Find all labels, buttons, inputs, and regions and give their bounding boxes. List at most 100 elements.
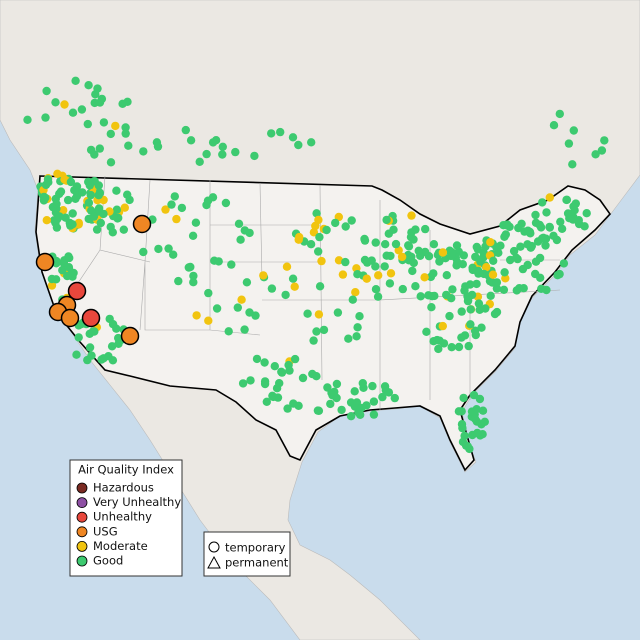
- monitor-marker: [282, 262, 292, 271]
- monitor-marker: [538, 198, 547, 207]
- monitor-marker: [355, 312, 364, 321]
- monitor-marker: [408, 266, 417, 276]
- monitor-marker: [362, 274, 371, 283]
- monitor-marker: [515, 284, 524, 293]
- monitor-marker: [438, 321, 447, 331]
- monitor-marker: [380, 262, 389, 271]
- monitor-marker: [191, 218, 201, 227]
- monitor-marker: [600, 136, 609, 145]
- monitor-marker: [545, 222, 554, 232]
- monitor-marker: [429, 269, 438, 278]
- monitor-marker: [485, 276, 495, 286]
- monitor-marker: [317, 256, 326, 266]
- monitor-marker: [85, 343, 95, 352]
- monitor-marker: [427, 303, 436, 312]
- monitor-marker: [346, 412, 356, 421]
- monitor-marker: [463, 442, 472, 451]
- monitor-marker: [549, 121, 559, 130]
- monitor-marker: [214, 257, 223, 266]
- monitor-marker: [333, 308, 343, 317]
- monitor-marker: [52, 223, 62, 232]
- monitor-marker: [106, 158, 116, 167]
- monitor-marker: [332, 393, 341, 403]
- monitor-marker: [319, 325, 329, 335]
- monitor-marker: [553, 271, 562, 280]
- monitor-marker: [407, 211, 416, 220]
- monitor-marker: [212, 304, 222, 313]
- monitor-marker: [471, 252, 480, 262]
- monitor-marker: [58, 266, 67, 275]
- monitor-marker: [112, 205, 122, 214]
- monitor-marker: [237, 295, 246, 304]
- monitor-marker: [41, 113, 50, 122]
- monitor-marker: [382, 215, 391, 225]
- legend-label: Good: [93, 554, 123, 568]
- monitor-marker: [112, 324, 121, 333]
- monitor-marker: [397, 252, 407, 262]
- monitor-marker: [597, 146, 607, 155]
- monitor-marker: [99, 354, 108, 363]
- temporary-icon: [208, 541, 220, 553]
- monitor-marker: [120, 203, 129, 212]
- monitor-marker: [306, 240, 316, 249]
- monitor-marker: [132, 214, 152, 234]
- monitor-marker: [478, 406, 488, 415]
- monitor-marker: [474, 299, 484, 308]
- monitor-marker: [541, 241, 550, 250]
- legend-label: Hazardous: [93, 481, 154, 495]
- monitor-marker: [294, 235, 303, 244]
- monitor-marker: [262, 397, 271, 406]
- monitor-marker: [356, 410, 365, 419]
- monitor-marker: [536, 273, 545, 282]
- monitor-marker: [435, 336, 444, 345]
- monitor-marker: [380, 382, 390, 391]
- monitor-marker: [409, 235, 418, 244]
- monitor-marker: [119, 225, 128, 234]
- monitor-marker: [221, 198, 231, 208]
- monitor-marker: [245, 228, 254, 238]
- legend-label: USG: [93, 524, 118, 538]
- monitor-marker: [231, 147, 240, 157]
- legend-label: Very Unhealthy: [93, 495, 181, 509]
- monitor-marker: [92, 225, 102, 234]
- monitor-marker: [434, 344, 443, 354]
- monitor-marker: [523, 240, 532, 249]
- monitor-marker: [539, 233, 548, 242]
- markers: [23, 76, 609, 454]
- monitor-marker: [288, 133, 298, 142]
- legend-label: Unhealthy: [93, 510, 152, 524]
- monitor-marker: [322, 225, 331, 235]
- monitor-marker: [459, 393, 468, 403]
- monitor-marker: [315, 232, 324, 242]
- monitor-marker: [531, 210, 540, 220]
- monitor-marker: [346, 398, 356, 407]
- monitor-marker: [531, 257, 541, 266]
- monitor-marker: [549, 231, 558, 240]
- monitor-marker: [252, 354, 262, 364]
- monitor-marker: [90, 150, 99, 159]
- monitor-marker: [314, 406, 324, 415]
- monitor-marker: [107, 342, 117, 351]
- monitor-marker: [227, 260, 236, 269]
- legend-swatch: [76, 511, 88, 523]
- monitor-marker: [106, 129, 116, 139]
- monitor-marker: [112, 186, 121, 195]
- monitor-marker: [314, 247, 323, 256]
- monitor-marker: [298, 373, 308, 383]
- monitor-marker: [204, 316, 213, 325]
- monitor-marker: [509, 246, 519, 256]
- monitor-marker: [420, 273, 429, 282]
- monitor-marker: [42, 216, 51, 225]
- monitor-marker: [74, 333, 83, 342]
- monitor-marker: [471, 330, 480, 340]
- monitor-marker: [457, 307, 466, 316]
- monitor-marker: [55, 189, 64, 199]
- monitor-marker: [362, 401, 371, 410]
- legend-box: [203, 531, 291, 577]
- monitor-marker: [312, 327, 321, 336]
- monitor-marker: [454, 342, 464, 352]
- monitor-marker: [312, 209, 321, 218]
- monitor-marker: [454, 407, 464, 416]
